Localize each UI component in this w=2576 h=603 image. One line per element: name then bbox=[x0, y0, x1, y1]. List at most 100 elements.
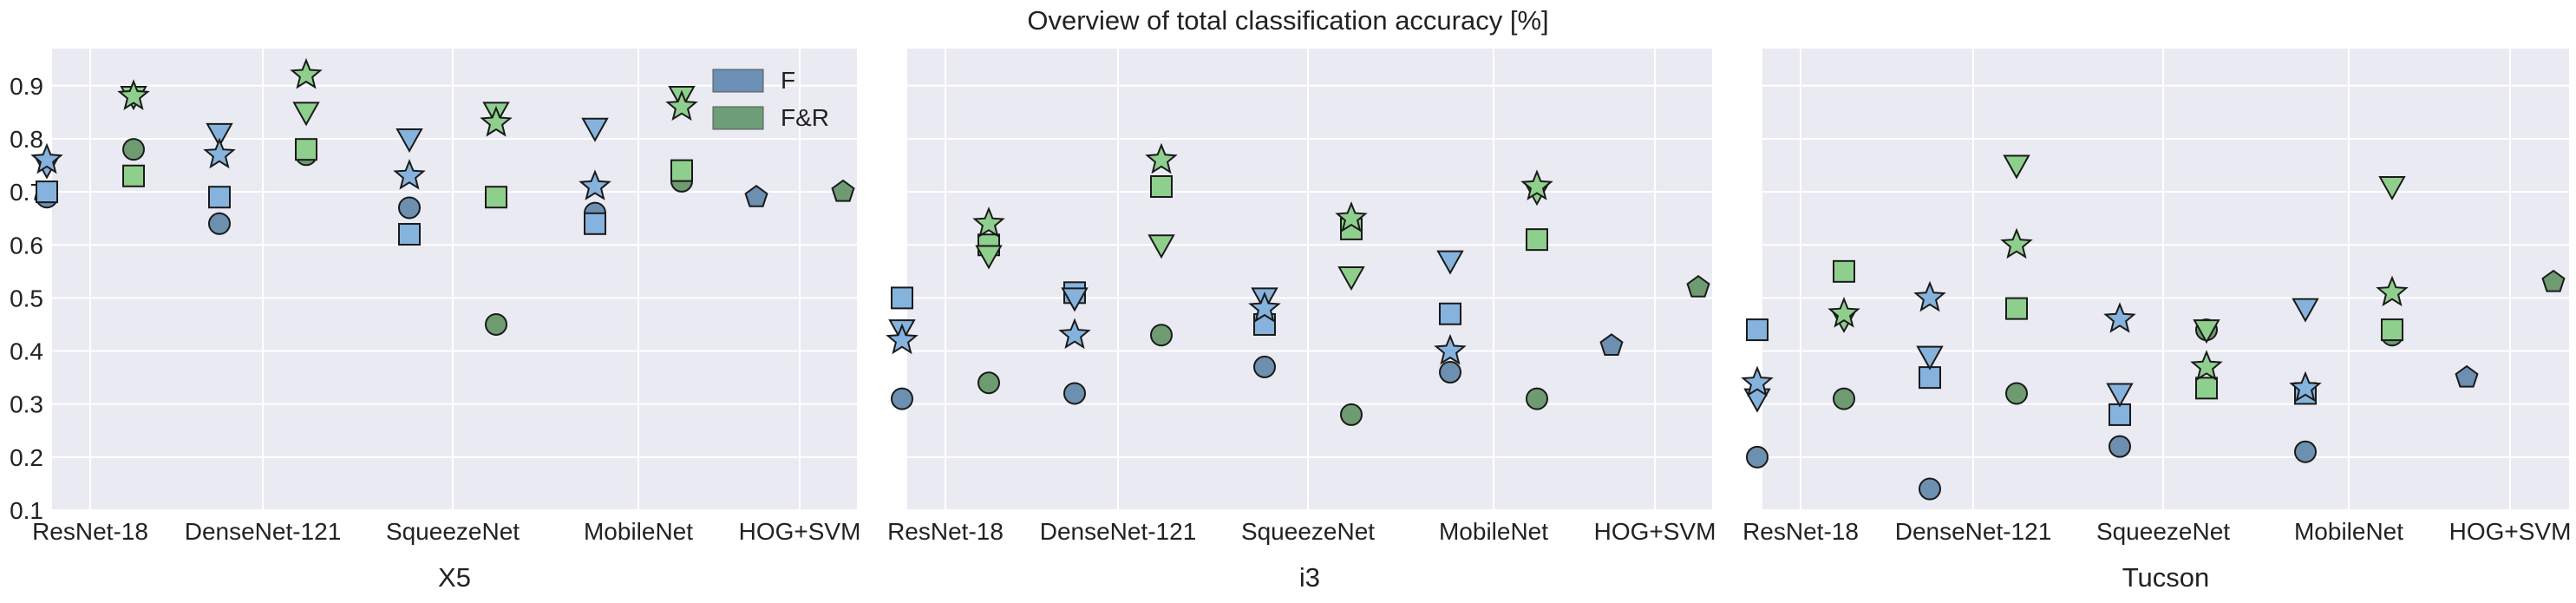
marker-fr-circle bbox=[485, 312, 507, 336]
y-tick-label: 0.3 bbox=[10, 391, 43, 418]
marker-fr-star bbox=[117, 79, 150, 110]
marker-fr-triangle bbox=[292, 102, 320, 127]
marker-fr-star bbox=[1335, 201, 1368, 233]
marker-fr-square bbox=[485, 186, 507, 209]
legend-label: F bbox=[781, 67, 795, 94]
x-axis-label: X5 bbox=[438, 562, 471, 593]
marker-f-star bbox=[1741, 365, 1774, 397]
x-tick-label: DenseNet-121 bbox=[1895, 518, 2052, 545]
marker-f-square bbox=[1746, 318, 1769, 342]
marker-f-star bbox=[393, 159, 426, 190]
marker-f-triangle bbox=[2106, 383, 2134, 408]
marker-f-circle bbox=[2109, 435, 2131, 458]
marker-f-triangle bbox=[1061, 287, 1089, 312]
marker-f-triangle bbox=[1436, 250, 1464, 275]
marker-fr-square bbox=[122, 164, 145, 187]
marker-fr-circle bbox=[1833, 387, 1855, 410]
x-tick-label: MobileNet bbox=[2294, 518, 2403, 545]
marker-fr-circle bbox=[2005, 382, 2028, 405]
marker-f-star bbox=[30, 142, 63, 174]
marker-fr-star bbox=[1145, 142, 1178, 174]
plot-area bbox=[907, 49, 1712, 510]
x-axis-label: Tucson bbox=[2122, 562, 2210, 593]
marker-f-star bbox=[2103, 302, 2136, 333]
y-tick-label: 0.2 bbox=[10, 444, 43, 471]
marker-fr-star bbox=[2000, 227, 2033, 259]
marker-f-circle bbox=[1439, 361, 1461, 384]
marker-fr-star bbox=[665, 89, 698, 121]
marker-fr-square bbox=[2005, 297, 2028, 320]
marker-fr-pentagon bbox=[831, 179, 855, 202]
marker-fr-star bbox=[480, 105, 513, 137]
marker-fr-triangle bbox=[2193, 319, 2220, 344]
marker-f-circle bbox=[2294, 440, 2317, 463]
marker-f-star bbox=[1913, 280, 1946, 312]
marker-f-circle bbox=[1919, 477, 1941, 501]
x-tick-label: HOG+SVM bbox=[739, 518, 861, 545]
panel-Tucson: ResNet-18 DenseNet-121 SqueezeNet MobileNet… bbox=[1741, 49, 2572, 593]
marker-f-triangle bbox=[206, 122, 233, 147]
legend-label: F&R bbox=[781, 104, 829, 131]
markers bbox=[1741, 154, 2566, 501]
marker-f-triangle bbox=[2292, 298, 2319, 323]
marker-fr-square bbox=[1150, 174, 1173, 198]
marker-f-circle bbox=[1063, 382, 1086, 405]
marker-f-square bbox=[398, 223, 421, 246]
plot-area bbox=[1762, 49, 2569, 510]
y-tick-label: 0.6 bbox=[10, 232, 43, 259]
marker-f-circle bbox=[891, 387, 913, 410]
marker-f-triangle bbox=[1916, 345, 1944, 370]
markers bbox=[30, 57, 855, 336]
y-tick-label: 0.8 bbox=[10, 126, 43, 153]
marker-fr-square bbox=[1526, 228, 1548, 252]
marker-fr-square bbox=[670, 159, 693, 182]
marker-f-star bbox=[1058, 318, 1091, 350]
marker-f-triangle bbox=[396, 128, 423, 154]
marker-f-square bbox=[1919, 366, 1941, 390]
marker-f-square bbox=[584, 212, 606, 235]
x-tick-label: MobileNet bbox=[584, 518, 693, 545]
marker-fr-circle bbox=[1526, 387, 1548, 410]
markers bbox=[886, 142, 1710, 426]
marker-f-star bbox=[2289, 370, 2322, 403]
x-tick-label: HOG+SVM bbox=[1594, 518, 1716, 545]
y-tick-label: 0.4 bbox=[10, 338, 43, 365]
marker-f-square bbox=[36, 180, 58, 204]
x-tick-label: SqueezeNet bbox=[2096, 518, 2230, 545]
marker-fr-triangle bbox=[2003, 154, 2030, 180]
marker-fr-star bbox=[1827, 297, 1860, 328]
y-tick-label: 0.1 bbox=[10, 497, 43, 524]
marker-f-pentagon bbox=[1599, 333, 1624, 356]
marker-fr-star bbox=[2376, 275, 2409, 307]
marker-f-circle bbox=[1746, 445, 1769, 469]
panel-i3: ResNet-18 DenseNet-121 SqueezeNet MobileNet… bbox=[886, 49, 1716, 593]
legend-swatch bbox=[712, 106, 764, 130]
x-tick-label: DenseNet-121 bbox=[185, 518, 342, 545]
marker-fr-circle bbox=[977, 371, 1000, 395]
x-tick-label: HOG+SVM bbox=[2449, 518, 2572, 545]
marker-f-circle bbox=[208, 212, 231, 235]
marker-fr-square bbox=[295, 138, 317, 161]
marker-fr-triangle bbox=[975, 245, 1003, 270]
x-tick-label: ResNet-18 bbox=[1742, 518, 1859, 545]
x-axis-label: i3 bbox=[1299, 562, 1320, 593]
marker-f-square bbox=[208, 186, 231, 209]
marker-f-star bbox=[1248, 291, 1281, 323]
marker-f-square bbox=[1439, 302, 1461, 325]
marker-fr-star bbox=[1520, 169, 1553, 200]
y-tick-label: 0.5 bbox=[10, 285, 43, 311]
marker-fr-square bbox=[2195, 377, 2218, 400]
x-tick-label: ResNet-18 bbox=[887, 518, 1004, 545]
y-tick-label: 0.9 bbox=[10, 73, 43, 100]
legend: F F&R bbox=[712, 67, 829, 131]
marker-f-square bbox=[891, 286, 913, 310]
marker-fr-square bbox=[2381, 318, 2403, 342]
marker-fr-triangle bbox=[1337, 265, 1365, 291]
x-tick-label: MobileNet bbox=[1439, 518, 1548, 545]
marker-f-triangle bbox=[581, 117, 609, 142]
marker-fr-star bbox=[2190, 350, 2223, 381]
x-tick-label: SqueezeNet bbox=[1241, 518, 1375, 545]
marker-f-star bbox=[886, 323, 919, 355]
